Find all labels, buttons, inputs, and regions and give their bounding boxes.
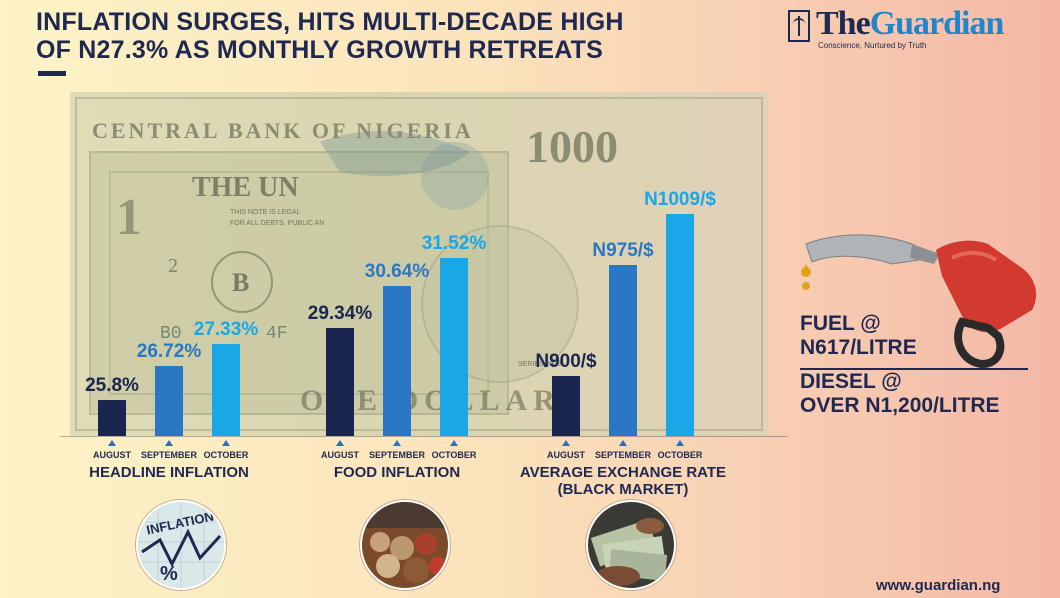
bar-value-label: N1009/$ (644, 189, 716, 210)
axis-tick-label: SEPTEMBER (140, 450, 198, 460)
axis-tick-label: OCTOBER (657, 450, 703, 460)
banknote-legal-text-2: FOR ALL DEBTS, PUBLIC AN (230, 220, 324, 227)
diesel-line-2: OVER N1,200/LITRE (800, 394, 1000, 417)
bar-2-1 (609, 264, 637, 436)
diesel-price: DIESEL @ OVER N1,200/LITRE (800, 370, 1000, 418)
bar-0-1 (155, 366, 183, 436)
logo-tagline: Conscience, Nurtured by Truth (818, 41, 927, 50)
axis-tick-marker (676, 440, 684, 446)
bar-1-1 (383, 286, 411, 436)
food-market-icon (360, 500, 450, 590)
inflation-percent-sign: % (160, 563, 178, 585)
inflation-graph-svg: INFLATION % (138, 502, 224, 588)
fuel-pump-nozzle-icon (801, 234, 1037, 369)
website-url: www.guardian.ng (876, 577, 1001, 594)
axis-tick-label: SEPTEMBER (368, 450, 426, 460)
bar-value-label: 29.34% (307, 303, 373, 325)
group-title: FOOD INFLATION (333, 464, 461, 481)
bar-2-2 (666, 214, 694, 436)
fuel-divider (800, 368, 1028, 370)
axis-tick-marker (619, 440, 627, 446)
bar-value-label: 25.8% (85, 374, 139, 396)
bar-value-label: 27.33% (193, 319, 259, 340)
logo-wordmark: TheGuardian (816, 5, 1005, 42)
guardian-logo: TheGuardian Conscience, Nurtured by Trut… (788, 5, 1038, 50)
title-line-2: OF N27.3% AS MONTHLY GROWTH RETREATS (36, 36, 603, 64)
banknote-serial: B0 (160, 324, 182, 344)
axis-tick-marker (562, 440, 570, 446)
bar-1-2 (440, 258, 468, 436)
bar-value-label: 26.72% (136, 341, 202, 363)
banknote-header: CENTRAL BANK OF NIGERIA (92, 118, 474, 143)
banknote-digit-1: 1 (116, 189, 142, 246)
axis-tick-label: AUGUST (547, 450, 585, 460)
banknote-digit-2: 2 (168, 255, 178, 277)
food-market-svg (362, 502, 448, 588)
banknote-usd-text: THE UN (192, 172, 299, 203)
bar-0-2 (212, 344, 240, 436)
banknote-legal-text-1: THIS NOTE IS LEGAL (230, 209, 301, 216)
axis-tick-marker (336, 440, 344, 446)
group-title: AVERAGE EXCHANGE RATE (BLACK MARKET) (520, 464, 726, 498)
fuel-price: FUEL @ N617/LITRE (800, 312, 917, 360)
fuel-line-1: FUEL @ (800, 312, 881, 335)
banknote-denomination: 1000 (526, 121, 618, 172)
group-title-line: AVERAGE EXCHANGE RATE (519, 464, 727, 481)
money-cash-svg (588, 502, 674, 588)
logo-guardian: Guardian (869, 5, 1005, 42)
axis-tick-label: AUGUST (321, 450, 359, 460)
title-line-1: INFLATION SURGES, HITS MULTI-DECADE HIGH (36, 8, 624, 36)
group-title: HEADLINE INFLATION (89, 464, 249, 481)
banknote-serial-suffix: 4F (266, 324, 288, 344)
diesel-line-1: DIESEL @ (800, 370, 902, 393)
bar-value-label: N975/$ (592, 239, 654, 261)
guardian-emblem-icon (788, 10, 810, 42)
bar-2-0 (552, 376, 580, 436)
inflation-graph-icon: INFLATION % (136, 500, 226, 590)
axis-tick-marker (450, 440, 458, 446)
bar-0-0 (98, 399, 126, 436)
fuel-line-2: N617/LITRE (800, 336, 917, 359)
axis-tick-label: AUGUST (93, 450, 131, 460)
bar-1-0 (326, 328, 354, 436)
title-underline (38, 71, 66, 76)
logo-the: The (816, 5, 871, 42)
money-cash-icon (586, 500, 676, 590)
axis-tick-label: OCTOBER (431, 450, 477, 460)
group-title-line: (BLACK MARKET) (557, 481, 689, 498)
axis-tick-label: SEPTEMBER (594, 450, 652, 460)
axis-tick-marker (393, 440, 401, 446)
axis-tick-marker (165, 440, 173, 446)
axis-tick-label: OCTOBER (203, 450, 249, 460)
page-title: INFLATION SURGES, HITS MULTI-DECADE HIGH… (36, 8, 624, 64)
axis-tick-marker (108, 440, 116, 446)
bar-value-label: 31.52% (421, 233, 487, 254)
banknote-series: SERIES 2009 (518, 361, 561, 368)
axis-tick-marker (222, 440, 230, 446)
chart-baseline (60, 436, 788, 437)
bar-value-label: 30.64% (364, 261, 430, 283)
bar-value-label: N900/$ (535, 351, 597, 373)
banknote-letter-b: B (232, 268, 249, 297)
